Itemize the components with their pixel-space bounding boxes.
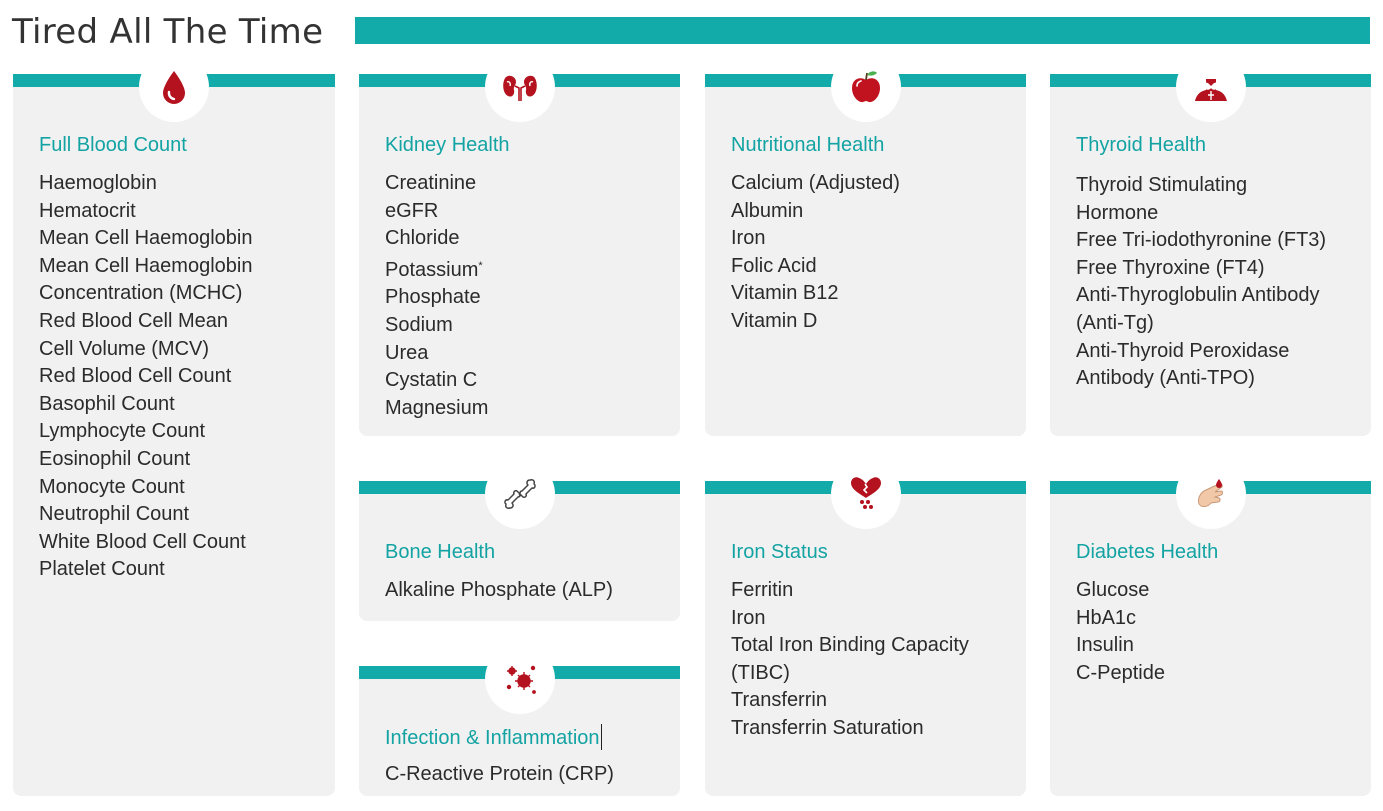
list-item: Free Tri-iodothyronine (FT3) <box>1076 229 1327 252</box>
list-item: Hematocrit <box>39 199 136 222</box>
test-list: C-Reactive Protein (CRP) <box>385 761 614 789</box>
card-title: Bone Health <box>385 541 496 563</box>
list-item: Vitamin D <box>731 309 818 332</box>
list-item: Mean Cell Haemoglobin <box>39 227 253 250</box>
list-item: Lymphocyte Count <box>39 420 206 443</box>
list-item: Calcium (Adjusted) <box>731 172 900 194</box>
list-item: Monocyte Count <box>39 475 185 498</box>
card-title: Infection & Inflammation <box>385 724 602 751</box>
list-item: (Anti-Tg) <box>1076 311 1154 334</box>
list-item: Antibody (Anti-TPO) <box>1076 367 1255 390</box>
list-item: Mean Cell Haemoglobin <box>39 254 253 277</box>
list-item: Anti-Thyroid Peroxidase <box>1076 339 1290 362</box>
list-item: Thyroid Stimulating <box>1076 174 1248 196</box>
test-list: Calcium (Adjusted) Albumin Iron Folic Ac… <box>731 170 900 336</box>
card-title: Diabetes Health <box>1076 541 1219 563</box>
list-item: Free Thyroxine (FT4) <box>1076 256 1265 279</box>
list-item: (TIBC) <box>731 661 790 684</box>
icon-badge <box>484 52 555 122</box>
list-item: C-Peptide <box>1076 661 1165 684</box>
list-item: Iron <box>731 227 766 250</box>
list-item: Cystatin C <box>385 369 478 392</box>
icon-badge <box>484 459 555 529</box>
list-item: Chloride <box>385 227 460 250</box>
page-title: Tired All The Time <box>12 12 324 52</box>
list-item: Urea <box>385 341 429 364</box>
list-item: Haemoglobin <box>39 172 157 194</box>
list-item: Concentration (MCHC) <box>39 282 243 305</box>
list-item: Red Blood Cell Count <box>39 365 232 388</box>
card-full-blood-count: Full Blood Count Haemoglobin Hematocrit … <box>13 52 335 796</box>
card-nutritional-health: Nutritional Health Calcium (Adjusted) Al… <box>705 52 1026 436</box>
list-item: Magnesium <box>385 396 489 419</box>
card-title: Iron Status <box>731 541 828 563</box>
potassium-label: Potassium <box>385 258 479 281</box>
list-item: eGFR <box>385 199 439 222</box>
list-item: Folic Acid <box>731 254 817 277</box>
list-item: Glucose <box>1076 579 1150 601</box>
list-item: Red Blood Cell Mean <box>39 309 228 332</box>
card-diabetes-health: Diabetes Health Glucose HbA1c Insulin C-… <box>1050 459 1371 796</box>
icon-badge <box>830 459 901 529</box>
test-list: Haemoglobin Hematocrit Mean Cell Haemogl… <box>39 170 252 584</box>
card-infection-inflammation: Infection & Inflammation C-Reactive Prot… <box>359 644 680 796</box>
test-list: Glucose HbA1c Insulin C-Peptide <box>1076 577 1165 687</box>
icon-badge <box>484 644 555 714</box>
list-item: Iron <box>731 606 766 629</box>
icon-badge <box>1175 459 1246 529</box>
list-item: Eosinophil Count <box>39 447 191 470</box>
list-item: HbA1c <box>1076 606 1137 629</box>
list-item: Sodium <box>385 313 453 336</box>
list-item: Vitamin B12 <box>731 282 839 305</box>
test-list: Alkaline Phosphate (ALP) <box>385 577 613 605</box>
card-title: Kidney Health <box>385 134 510 156</box>
list-item: Alkaline Phosphate (ALP) <box>385 579 613 601</box>
list-item: Creatinine <box>385 172 477 194</box>
kidneys-icon <box>502 75 537 101</box>
card-bone-health: Bone Health Alkaline Phosphate (ALP) <box>359 459 680 621</box>
card-title: Full Blood Count <box>39 134 187 156</box>
icon-badge <box>830 52 901 122</box>
list-item: Transferrin <box>731 689 827 712</box>
finger-prick-icon <box>1197 479 1223 507</box>
list-item: Potassium* <box>385 253 488 285</box>
list-item: Transferrin Saturation <box>731 716 924 739</box>
card-iron-status: Iron Status Ferritin Iron Total Iron Bin… <box>705 459 1026 796</box>
list-item: White Blood Cell Count <box>39 530 246 553</box>
list-item: Phosphate <box>385 286 481 309</box>
virus-icon <box>506 665 536 694</box>
heart-drops-icon <box>850 477 881 509</box>
text-cursor <box>600 724 602 750</box>
test-list: Creatinine eGFR Chloride Potassium* Phos… <box>385 170 488 422</box>
title-bar <box>355 17 1370 44</box>
card-title: Nutritional Health <box>731 134 885 156</box>
blood-drop-icon <box>163 71 185 104</box>
list-item: Cell Volume (MCV) <box>39 337 210 360</box>
icon-badge <box>1175 52 1246 122</box>
list-item: Albumin <box>731 199 804 222</box>
list-item: C-Reactive Protein (CRP) <box>385 763 614 785</box>
list-item: Total Iron Binding Capacity <box>731 634 969 657</box>
list-item: Ferritin <box>731 579 794 601</box>
list-item: Hormone <box>1076 201 1159 224</box>
test-list: Thyroid Stimulating Hormone Free Tri-iod… <box>1076 172 1326 393</box>
thyroid-icon <box>1194 79 1227 101</box>
bone-joint-icon <box>503 479 536 509</box>
card-kidney-health: Kidney Health Creatinine eGFR Chloride P… <box>359 52 680 436</box>
list-item: Platelet Count <box>39 558 165 581</box>
card-thyroid-health: Thyroid Health Thyroid Stimulating Hormo… <box>1050 52 1371 436</box>
test-list: Ferritin Iron Total Iron Binding Capacit… <box>731 577 969 743</box>
list-item: Neutrophil Count <box>39 503 190 526</box>
list-item: Anti-Thyroglobulin Antibody <box>1076 284 1320 307</box>
footnote-mark: * <box>478 259 483 272</box>
list-item: Basophil Count <box>39 392 175 415</box>
card-title: Thyroid Health <box>1076 134 1207 156</box>
apple-icon <box>851 71 880 103</box>
icon-badge <box>139 52 209 122</box>
card-title-text: Infection & Inflammation <box>385 727 600 749</box>
list-item: Insulin <box>1076 634 1134 657</box>
